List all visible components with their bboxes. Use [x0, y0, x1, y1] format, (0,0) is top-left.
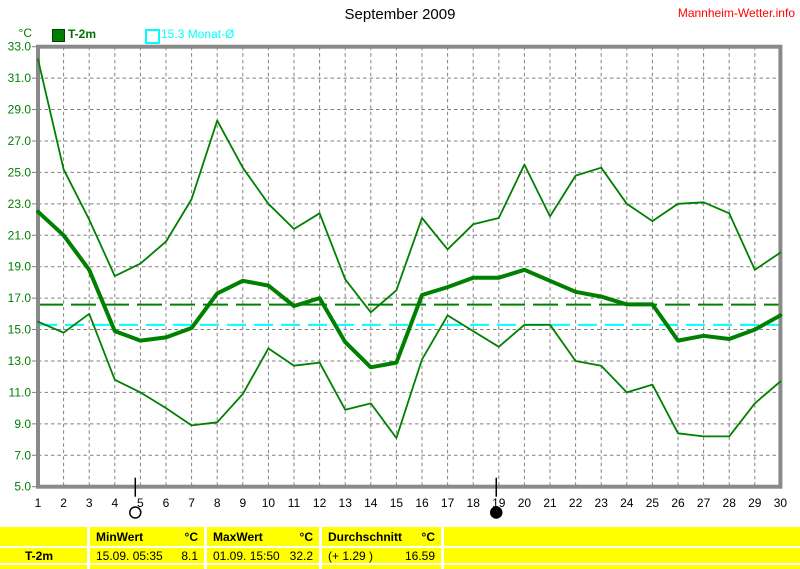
minwert-header-label: MinWert [96, 529, 144, 544]
table-row3-max-cell [207, 565, 319, 569]
x-axis-label: 2 [60, 496, 67, 510]
durchschnitt-header-unit: °C [421, 529, 435, 544]
x-axis-label: 15 [390, 496, 404, 510]
x-axis-label: 26 [671, 496, 685, 510]
maxwert-header-unit: °C [299, 529, 313, 544]
series-daily-max-line [37, 58, 782, 314]
table-max-cell: 01.09. 15:50 32.2 [207, 548, 319, 563]
temperature-line-chart: 33.031.029.027.025.023.021.019.017.015.0… [8, 40, 788, 519]
x-axis-label: 16 [415, 496, 429, 510]
x-axis-label: 14 [364, 496, 378, 510]
x-axis-label: 28 [723, 496, 737, 510]
x-axis-label: 6 [163, 496, 170, 510]
y-axis-label: 21.0 [8, 228, 32, 242]
y-axis-label: 33.0 [8, 40, 32, 54]
y-axis-label: 5.0 [14, 480, 31, 494]
y-axis-label: 29.0 [8, 103, 32, 117]
x-axis-label: 23 [595, 496, 609, 510]
table-header-minwert: MinWert °C [90, 527, 204, 546]
y-axis-unit-label: °C [18, 26, 32, 40]
avg-anomaly: (+ 1.29 ) [328, 548, 374, 563]
min-datetime: 15.09. 05:35 [96, 548, 163, 563]
table-row-label-maxwind: MaxWind [0, 565, 87, 569]
monthly-average-legend-label: 15.3 Monat-Ø [161, 27, 235, 41]
minwert-header-unit: °C [184, 529, 198, 544]
plot-frame [36, 44, 783, 489]
y-axis-label: 27.0 [8, 134, 32, 148]
y-axis-label: 17.0 [8, 291, 32, 305]
x-axis-label: 10 [262, 496, 276, 510]
table-header-maxwert: MaxWert °C [207, 527, 319, 546]
x-axis-label: 24 [620, 496, 634, 510]
min-value: 8.1 [181, 548, 198, 563]
durchschnitt-header-label: Durchschnitt [328, 529, 403, 544]
table-row3-avg-cell [322, 565, 441, 569]
x-axis-label: 17 [441, 496, 455, 510]
x-axis-label: 9 [239, 496, 246, 510]
y-axis-label: 11.0 [9, 385, 32, 399]
y-axis-label: 7.0 [14, 448, 31, 462]
x-axis-label: 8 [214, 496, 221, 510]
x-axis-label: 11 [288, 496, 301, 510]
x-axis-label: 1 [35, 496, 42, 510]
y-axis-label: 15.0 [8, 323, 32, 337]
page-title: September 2009 [344, 6, 456, 23]
x-axis-label: 20 [518, 496, 532, 510]
y-axis-label: 9.0 [14, 417, 31, 431]
t2m-legend-label: T-2m [68, 27, 97, 41]
y-axis-label: 13.0 [8, 354, 32, 368]
x-axis-label: 4 [111, 496, 118, 510]
table-row-label-t2m: T-2m [0, 548, 87, 563]
x-axis-label: 13 [339, 496, 353, 510]
x-axis-label: 7 [188, 496, 195, 510]
table-avg-cell: (+ 1.29 ) 16.59 [322, 548, 441, 563]
y-axis-label: 31.0 [8, 71, 32, 85]
table-header-empty [0, 527, 87, 546]
avg-value: 16.59 [404, 548, 435, 563]
series-daily-min-line [37, 312, 782, 439]
x-axis-label: 3 [86, 496, 93, 510]
full-moon-icon [129, 506, 142, 519]
table-header-spacer [444, 527, 800, 546]
x-axis-label: 25 [646, 496, 660, 510]
site-link[interactable]: Mannheim-Wetter.info [677, 6, 795, 20]
x-axis-label: 12 [313, 496, 327, 510]
x-axis-label: 27 [697, 496, 711, 510]
x-axis-label: 5 [137, 496, 144, 510]
series-daily-mean-line [36, 209, 783, 370]
x-axis-label: 30 [774, 496, 788, 510]
monthly-average-legend-swatch-icon [145, 29, 160, 44]
table-row3-min-cell [90, 565, 204, 569]
y-axis-label: 23.0 [8, 197, 32, 211]
max-datetime: 01.09. 15:50 [213, 548, 280, 563]
new-moon-icon [489, 506, 503, 519]
x-axis-label: 29 [748, 496, 762, 510]
y-axis-label: 25.0 [8, 165, 32, 179]
maxwert-header-label: MaxWert [213, 529, 263, 544]
max-value: 32.2 [289, 548, 313, 563]
x-axis-label: 21 [543, 496, 557, 510]
x-axis-label: 18 [467, 496, 481, 510]
table-header-durchschnitt: Durchschnitt °C [322, 527, 441, 546]
table-min-cell: 15.09. 05:35 8.1 [90, 548, 204, 563]
table-row-spacer [444, 548, 800, 563]
stats-table: MinWert °C MaxWert °C Durchschnitt °C T-… [0, 527, 800, 569]
y-axis-label: 19.0 [8, 260, 32, 274]
x-axis-label: 22 [569, 496, 583, 510]
table-row3-spacer [444, 565, 800, 569]
t2m-legend-swatch-icon [52, 29, 65, 42]
